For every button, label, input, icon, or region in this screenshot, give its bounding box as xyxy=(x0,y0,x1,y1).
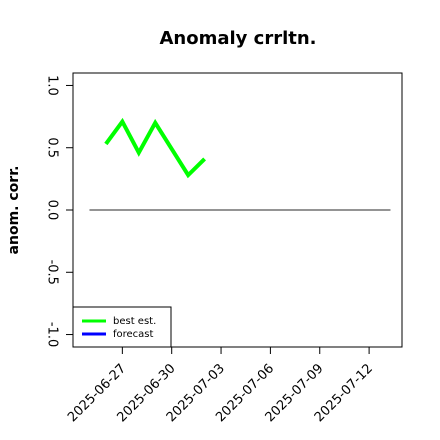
y-axis-label: anom. corr. xyxy=(6,166,22,255)
legend: best est. forecast xyxy=(72,306,172,348)
legend-label: best est. xyxy=(113,316,156,327)
y-tick-label: 0.5 xyxy=(45,137,60,158)
series-line xyxy=(104,117,207,179)
legend-box xyxy=(72,306,172,348)
y-tick-label: 1.0 xyxy=(45,75,60,96)
y-tick-label: -0.5 xyxy=(45,260,60,285)
y-tick-label: 0.0 xyxy=(45,200,60,221)
legend-label: forecast xyxy=(113,329,154,340)
chart-title: Anomaly crrltn. xyxy=(159,28,316,49)
y-tick-label: -1.0 xyxy=(45,322,60,347)
